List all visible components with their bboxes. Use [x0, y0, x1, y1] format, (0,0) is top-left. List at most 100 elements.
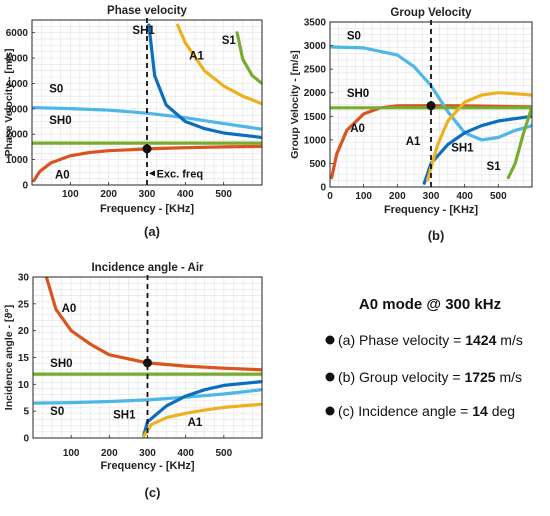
p3-mode-label-a1: A1: [188, 417, 203, 429]
p1-series-sh1: [147, 23, 262, 140]
incidence-angle-panel: 100 200 300 400 500 0 5 10 15 20 25 30 Incidence ang…: [3, 262, 263, 500]
p3-x-tick-label: 200: [101, 448, 118, 459]
p2-x-tick-label: 500: [490, 191, 507, 202]
summary-row-b-unit: m/s: [496, 369, 522, 385]
p2-series-s1: [506, 105, 532, 180]
p2-marker-point: [426, 101, 436, 111]
phase-velocity-panel: 100 200 300 400 5000100020003000400050006000…: [3, 5, 263, 239]
p1-y-tick-label: 4000: [6, 79, 29, 90]
p2-y-tick-label: 1000: [304, 135, 327, 146]
p2-series-a1: [426, 91, 532, 182]
summary-row-b: (b) Group velocity = 1725 m/s: [338, 369, 522, 385]
p2-series-s0: [330, 45, 532, 142]
p1-x-tick-label: 500: [215, 189, 232, 200]
p1-y-tick-label: 5000: [6, 54, 29, 65]
summary-row-c: (c) Incidence angle = 14 deg: [338, 403, 515, 419]
summary-row-a: (a) Phase velocity = 1424 m/s: [338, 332, 523, 348]
summary-row-a-unit: m/s: [496, 332, 522, 348]
summary-bullet-c: [325, 406, 335, 416]
p2-mode-label-s0: S0: [347, 30, 361, 42]
p3-series-a0: [44, 277, 262, 372]
p1-x-tick-label: 300: [139, 189, 156, 200]
p2-y-axis-label: Group Velocity - [m/s]: [289, 50, 301, 159]
summary-row-c-unit: deg: [488, 403, 515, 419]
p2-series-sh1: [422, 114, 532, 185]
p1-series-a0: [32, 144, 262, 183]
p1-mode-label-s1: S1: [222, 35, 237, 47]
p3-y-tick-label: 20: [18, 326, 30, 337]
summary-row-a-value: 1424: [465, 332, 496, 348]
p1-mode-label-sh0: SH0: [49, 115, 71, 127]
summary-row-c-prefix: (c) Incidence angle =: [338, 403, 472, 419]
summary-row-a-prefix: (a) Phase velocity =: [338, 332, 465, 348]
p2-x-tick-label: 200: [389, 191, 406, 202]
p1-y-tick-label: 6000: [6, 28, 29, 39]
p2-x-tick-label: 0: [327, 191, 333, 202]
p2-y-tick-label: 500: [309, 159, 326, 170]
p1-annotation-arrow-head: [149, 170, 155, 177]
summary-row-c-value: 14: [472, 403, 488, 419]
p3-mode-label-sh1: SH1: [113, 410, 136, 422]
p1-x-axis-label: Frequency - [KHz]: [100, 203, 194, 215]
p3-marker-point: [143, 358, 152, 368]
p3-panel-label: (c): [145, 485, 161, 500]
p1-x-tick-label: 100: [62, 189, 79, 200]
p3-y-tick-label: 0: [23, 434, 29, 445]
p1-mode-label-sh1: SH1: [132, 25, 155, 37]
p1-title: Phase velocity: [107, 5, 188, 17]
p1-series-a1: [176, 23, 262, 106]
p2-mode-label-a0: A0: [350, 123, 365, 135]
p2-mode-label-a1: A1: [406, 136, 421, 148]
p3-x-tick-label: 500: [215, 448, 232, 459]
p1-y-axis-label: Phase Velocity - [m/s]: [3, 49, 15, 157]
p2-y-tick-label: 0: [320, 183, 326, 194]
p2-mode-label-s1: S1: [487, 161, 502, 173]
p3-mode-label-a0: A0: [62, 303, 77, 315]
p1-series-group: [32, 23, 262, 183]
p3-y-tick-label: 30: [18, 273, 30, 284]
summary-title: A0 mode @ 300 kHz: [359, 296, 501, 313]
p1-y-tick-label: 3000: [6, 104, 29, 115]
p1-y-tick-label: 2000: [6, 130, 29, 141]
group-velocity-panel: 0 100 200 300 400 500 0 500 1000 1500 2000 2500 3000…: [289, 7, 533, 243]
p2-x-tick-label: 100: [355, 191, 372, 202]
p3-series-s0: [33, 388, 262, 405]
p2-panel-label: (b): [428, 228, 445, 243]
p1-y-tick-label: 1000: [6, 155, 29, 166]
p3-y-tick-label: 15: [18, 353, 30, 364]
p1-annotation-text: Exc. freq: [157, 168, 203, 180]
p3-x-tick-label: 100: [63, 448, 80, 459]
p1-series-s1: [235, 31, 262, 86]
p1-series-s0: [32, 105, 262, 131]
summary-bullet-a: [325, 335, 335, 345]
p1-x-tick-label: 200: [100, 189, 117, 200]
p3-y-tick-label: 5: [23, 407, 29, 418]
p3-y-tick-label: 10: [18, 380, 30, 391]
summary-box: A0 mode @ 300 kHz (a) Phase velocity = 1…: [325, 296, 523, 419]
p2-mode-label-sh0: SH0: [347, 88, 369, 100]
summary-bullet-b: [325, 372, 335, 382]
p1-mode-label-a1: A1: [189, 50, 204, 62]
p2-y-tick-label: 2000: [304, 88, 327, 99]
p3-y-axis-label: Incidence angle - [ϑ°]: [3, 305, 15, 410]
p2-x-axis-label: Frequency - [KHz]: [384, 204, 478, 216]
p3-title: Incidence angle - Air: [91, 262, 204, 274]
p3-x-tick-label: 300: [139, 448, 156, 459]
p3-mode-label-sh0: SH0: [50, 358, 72, 370]
p3-mode-label-s0: S0: [50, 406, 64, 418]
p3-x-tick-label: 400: [177, 448, 194, 459]
p1-marker-point: [142, 144, 152, 154]
summary-row-b-prefix: (b) Group velocity =: [338, 369, 464, 385]
p2-x-tick-label: 300: [423, 191, 440, 202]
p1-mode-label-a0: A0: [55, 170, 70, 182]
p2-y-tick-label: 2500: [304, 65, 327, 76]
p2-title: Group Velocity: [390, 7, 472, 19]
p2-x-tick-label: 400: [456, 191, 473, 202]
p1-x-tick-label: 400: [177, 189, 194, 200]
p1-panel-label: (a): [144, 224, 160, 239]
p1-mode-label-s0: S0: [49, 83, 63, 95]
p2-mode-label-sh1: SH1: [451, 143, 474, 155]
p1-y-tick-label: 0: [22, 181, 28, 192]
p3-series-a1: [142, 402, 262, 438]
